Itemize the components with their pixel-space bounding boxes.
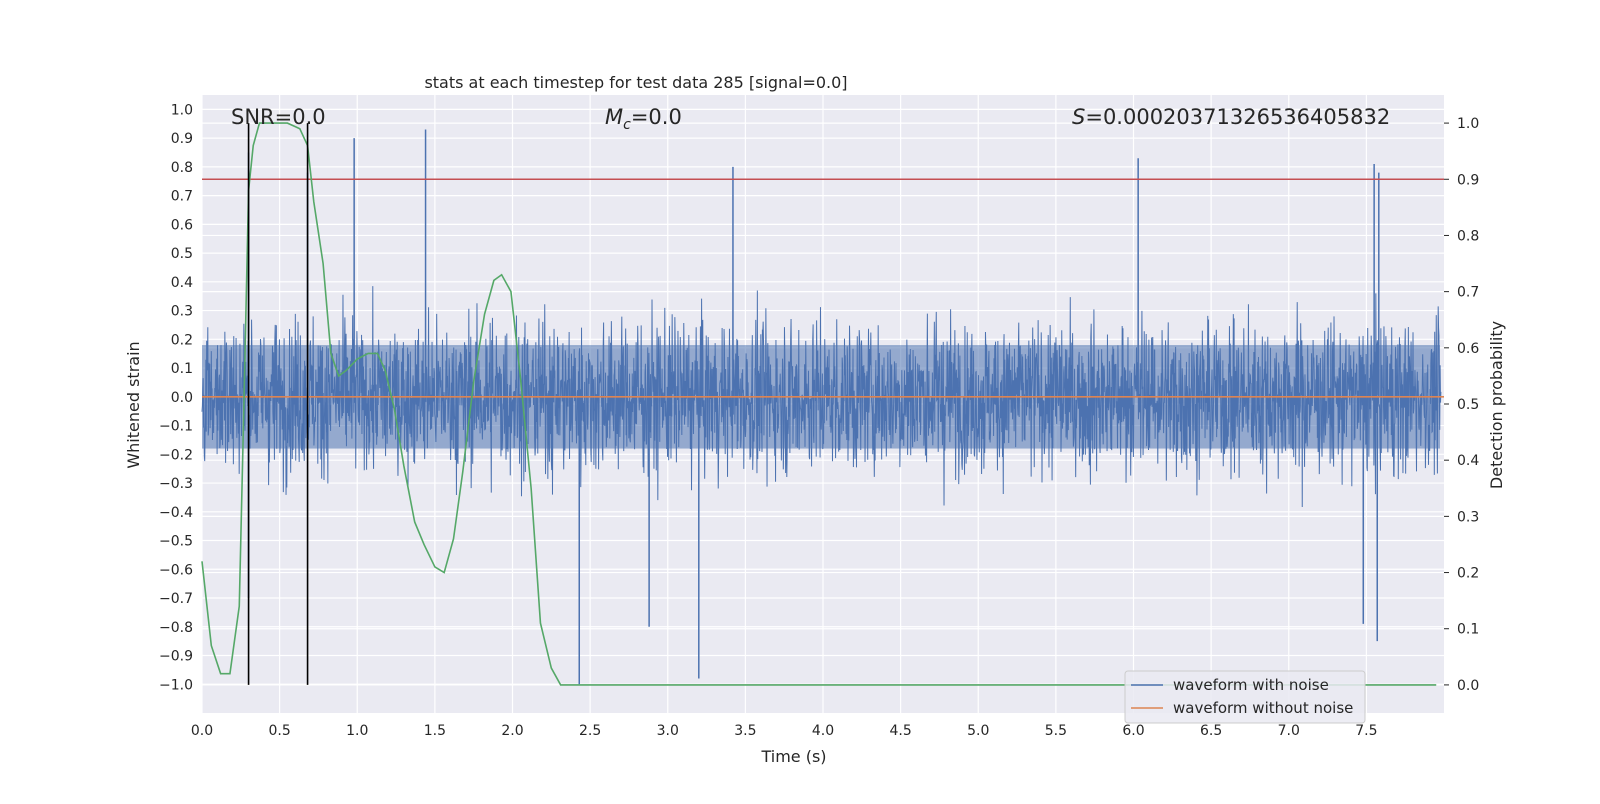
y-tick-label-right: 0.2 <box>1457 566 1479 582</box>
detection-probability-line <box>201 122 1437 686</box>
y-tick-label-left: −0.9 <box>159 649 193 665</box>
x-tick-label: 5.0 <box>967 723 989 739</box>
y-tick-label-left: −0.6 <box>159 562 193 578</box>
x-tick-label: 3.0 <box>657 723 679 739</box>
x-tick-label: 4.0 <box>812 723 834 739</box>
y-tick-label-left: −1.0 <box>159 677 193 693</box>
x-tick-label: 1.0 <box>346 723 368 739</box>
s-statistic-annotation: S=0.0002037132653640583​2 <box>1072 105 1390 129</box>
x-tick-label: 6.0 <box>1122 723 1144 739</box>
chirp-mass-value: =0.0 <box>631 105 682 129</box>
y-tick-label-left: 0.6 <box>171 217 193 233</box>
chirp-mass-annotation: Mc=0.0 <box>605 105 682 133</box>
y-axis-label-left: Whitened strain <box>124 341 143 468</box>
y-tick-label-right: 0.0 <box>1457 678 1479 694</box>
y-tick-label-right: 1.0 <box>1457 116 1479 132</box>
chirp-mass-symbol: M <box>605 105 623 129</box>
y-tick-label-right: 0.4 <box>1457 453 1479 469</box>
y-tick-label-right: 0.3 <box>1457 509 1479 525</box>
legend-label-noise: waveform with noise <box>1173 676 1329 694</box>
y-tick-label-left: 0.1 <box>171 361 193 377</box>
series-lines <box>201 122 1444 686</box>
chirp-mass-subscript: c <box>623 117 631 133</box>
legend-box <box>1124 670 1366 724</box>
y-tick-label-left: −0.2 <box>159 447 193 463</box>
x-tick-label: 4.5 <box>889 723 911 739</box>
x-tick-label: 6.5 <box>1200 723 1222 739</box>
y-tick-label-right: 0.8 <box>1457 228 1479 244</box>
y-tick-label-right: 0.6 <box>1457 341 1479 357</box>
y-tick-label-left: −0.8 <box>159 620 193 636</box>
snr-annotation: SNR=0.0 <box>231 105 326 129</box>
x-tick-label: 2.5 <box>579 723 601 739</box>
x-tick-label: 5.5 <box>1045 723 1067 739</box>
x-tick-label: 7.5 <box>1355 723 1377 739</box>
y-tick-label-right: 0.9 <box>1457 172 1479 188</box>
y-tick-label-left: 0.0 <box>171 390 193 406</box>
y-tick-label-left: 0.8 <box>171 160 193 176</box>
y-tick-label-right: 0.7 <box>1457 285 1479 301</box>
y-tick-label-left: 0.5 <box>171 246 193 262</box>
y-tick-label-right: 0.5 <box>1457 397 1479 413</box>
tick-labels: 0.0 0.5 1.0 1.5 2.0 2.5 3.0 3.5 4.0 4.5 5.0 5.5 6.0 6… <box>159 102 1479 739</box>
s-statistic-symbol: S <box>1072 105 1085 129</box>
y-tick-label-left: −0.5 <box>159 534 193 550</box>
y-tick-label-left: −0.3 <box>159 476 193 492</box>
y-tick-label-left: 0.3 <box>171 304 193 320</box>
y-tick-label-left: −0.7 <box>159 591 193 607</box>
x-tick-label: 0.5 <box>268 723 290 739</box>
y-axis-label-right: Detection probability <box>1487 321 1506 489</box>
x-tick-label: 0.0 <box>191 723 213 739</box>
y-tick-label-left: 0.2 <box>171 332 193 348</box>
y-tick-label-left: −0.1 <box>159 419 193 435</box>
x-tick-label: 1.5 <box>424 723 446 739</box>
y-tick-label-left: 0.7 <box>171 189 193 205</box>
x-axis-label: Time (s) <box>760 747 826 766</box>
x-tick-label: 7.0 <box>1278 723 1300 739</box>
y-tick-label-left: 1.0 <box>171 102 193 118</box>
y-tick-label-left: 0.4 <box>171 275 193 291</box>
y-tick-label-right: 0.1 <box>1457 622 1479 638</box>
y-tick-label-left: 0.9 <box>171 131 193 147</box>
chart-title: stats at each timestep for test data 285… <box>424 73 847 92</box>
x-tick-label: 3.5 <box>734 723 756 739</box>
x-tick-label: 2.0 <box>501 723 523 739</box>
y-tick-label-left: −0.4 <box>159 505 193 521</box>
s-statistic-value: =0.0002037132653640583​2 <box>1085 105 1390 129</box>
legend-label-clean: waveform without noise <box>1173 699 1353 717</box>
legend: waveform with noise waveform without noi… <box>1124 670 1366 724</box>
